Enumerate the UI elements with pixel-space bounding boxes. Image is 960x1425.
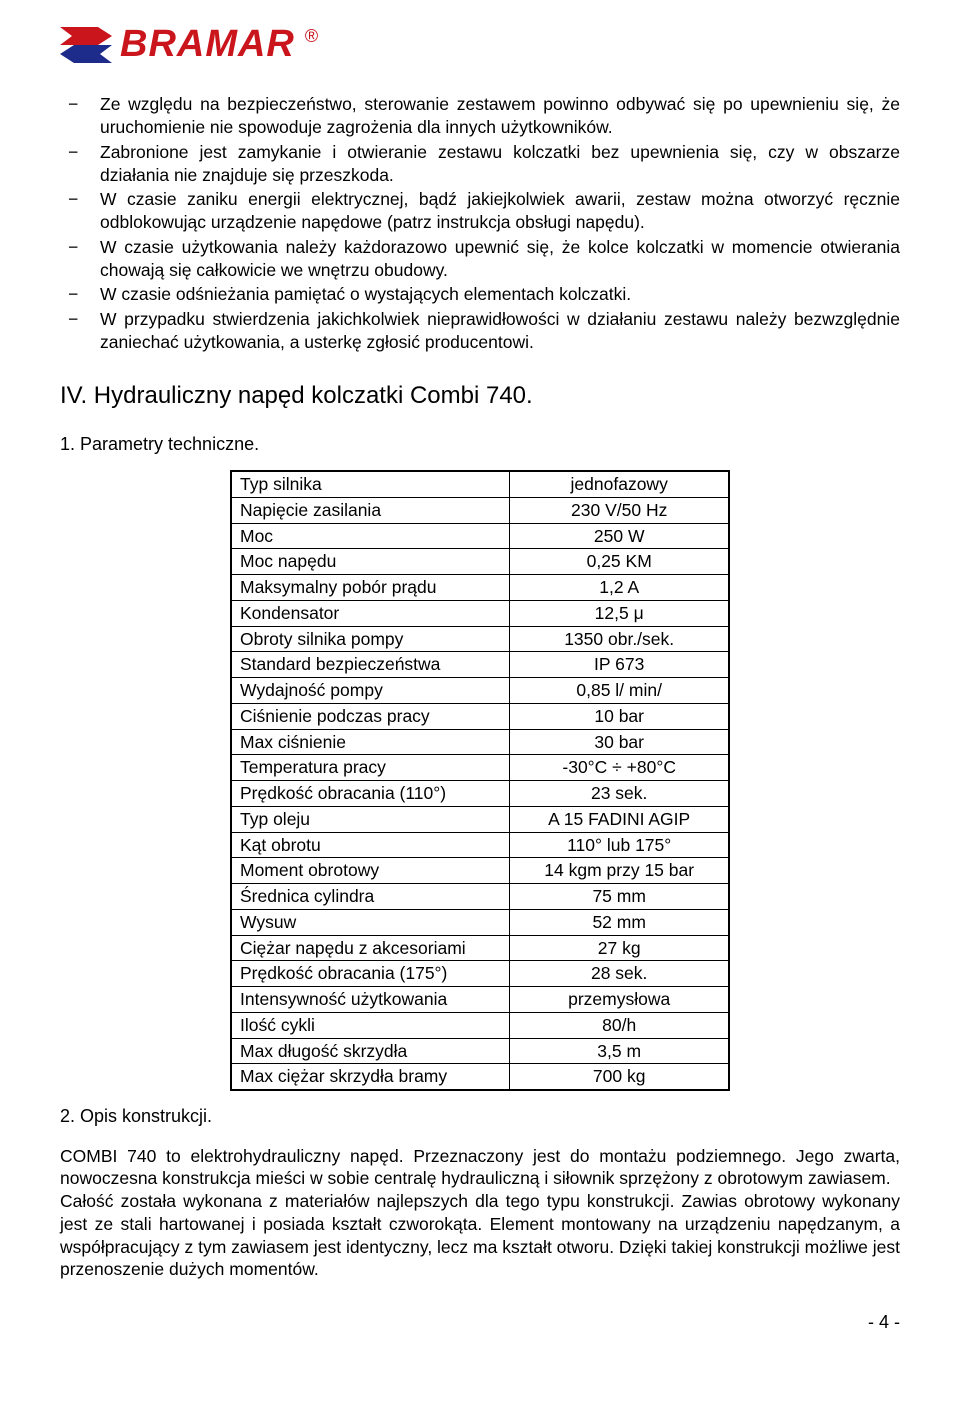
table-row: Typ olejuA 15 FADINI AGIP <box>231 806 729 832</box>
param-name: Średnica cylindra <box>231 884 510 910</box>
param-value: 230 V/50 Hz <box>510 497 729 523</box>
logo-arrows-icon <box>60 27 112 63</box>
logo-text: BRAMAR <box>120 20 295 69</box>
param-value: przemysłowa <box>510 987 729 1013</box>
table-row: Kondensator12,5 μ <box>231 600 729 626</box>
param-value: 110° lub 175° <box>510 832 729 858</box>
table-row: Kąt obrotu110° lub 175° <box>231 832 729 858</box>
param-name: Prędkość obracania (175°) <box>231 961 510 987</box>
param-value: 1350 obr./sek. <box>510 626 729 652</box>
param-name: Ilość cykli <box>231 1012 510 1038</box>
param-value: 23 sek. <box>510 781 729 807</box>
param-value: 27 kg <box>510 935 729 961</box>
list-item: W czasie odśnieżania pamiętać o wystając… <box>60 283 900 306</box>
param-value: A 15 FADINI AGIP <box>510 806 729 832</box>
list-item: Zabronione jest zamykanie i otwieranie z… <box>60 141 900 187</box>
table-row: Max ciężar skrzydła bramy700 kg <box>231 1064 729 1090</box>
param-name: Ciśnienie podczas pracy <box>231 703 510 729</box>
param-value: 75 mm <box>510 884 729 910</box>
table-row: Maksymalny pobór prądu1,2 A <box>231 575 729 601</box>
registered-icon: ® <box>305 25 318 48</box>
safety-warnings-list: Ze względu na bezpieczeństwo, sterowanie… <box>60 93 900 353</box>
param-value: -30°C ÷ +80°C <box>510 755 729 781</box>
param-value: 28 sek. <box>510 961 729 987</box>
param-name: Typ oleju <box>231 806 510 832</box>
param-name: Temperatura pracy <box>231 755 510 781</box>
param-name: Typ silnika <box>231 471 510 497</box>
param-value: 700 kg <box>510 1064 729 1090</box>
table-row: Intensywność użytkowaniaprzemysłowa <box>231 987 729 1013</box>
param-value: IP 673 <box>510 652 729 678</box>
list-item: W przypadku stwierdzenia jakichkolwiek n… <box>60 308 900 354</box>
param-value: 80/h <box>510 1012 729 1038</box>
table-row: Moc250 W <box>231 523 729 549</box>
table-row: Moment obrotowy14 kgm przy 15 bar <box>231 858 729 884</box>
param-name: Max długość skrzydła <box>231 1038 510 1064</box>
table-row: Wysuw52 mm <box>231 909 729 935</box>
param-value: 0,85 l/ min/ <box>510 678 729 704</box>
param-name: Prędkość obracania (110°) <box>231 781 510 807</box>
param-name: Intensywność użytkowania <box>231 987 510 1013</box>
param-name: Max ciężar skrzydła bramy <box>231 1064 510 1090</box>
param-value: 52 mm <box>510 909 729 935</box>
param-name: Wydajność pompy <box>231 678 510 704</box>
param-name: Maksymalny pobór prądu <box>231 575 510 601</box>
param-value: jednofazowy <box>510 471 729 497</box>
param-name: Kondensator <box>231 600 510 626</box>
table-row: Obroty silnika pompy1350 obr./sek. <box>231 626 729 652</box>
table-row: Napięcie zasilania230 V/50 Hz <box>231 497 729 523</box>
table-row: Ilość cykli80/h <box>231 1012 729 1038</box>
param-name: Kąt obrotu <box>231 832 510 858</box>
param-value: 14 kgm przy 15 bar <box>510 858 729 884</box>
param-name: Moc <box>231 523 510 549</box>
param-name: Moc napędu <box>231 549 510 575</box>
logo: BRAMAR ® <box>60 20 900 69</box>
list-item: W czasie zaniku energii elektrycznej, bą… <box>60 188 900 234</box>
table-row: Moc napędu0,25 KM <box>231 549 729 575</box>
param-name: Ciężar napędu z akcesoriami <box>231 935 510 961</box>
subsection-2-title: 2. Opis konstrukcji. <box>60 1105 900 1128</box>
table-row: Ciśnienie podczas pracy10 bar <box>231 703 729 729</box>
table-row: Średnica cylindra75 mm <box>231 884 729 910</box>
table-row: Prędkość obracania (110°)23 sek. <box>231 781 729 807</box>
subsection-1-title: 1. Parametry techniczne. <box>60 433 900 456</box>
section-title: IV. Hydrauliczny napęd kolczatki Combi 7… <box>60 380 900 411</box>
table-row: Max długość skrzydła3,5 m <box>231 1038 729 1064</box>
param-value: 10 bar <box>510 703 729 729</box>
table-row: Ciężar napędu z akcesoriami27 kg <box>231 935 729 961</box>
table-row: Typ silnikajednofazowy <box>231 471 729 497</box>
table-row: Standard bezpieczeństwaIP 673 <box>231 652 729 678</box>
table-row: Wydajność pompy0,85 l/ min/ <box>231 678 729 704</box>
list-item: W czasie użytkowania należy każdorazowo … <box>60 236 900 282</box>
param-value: 1,2 A <box>510 575 729 601</box>
param-name: Standard bezpieczeństwa <box>231 652 510 678</box>
param-name: Moment obrotowy <box>231 858 510 884</box>
param-value: 0,25 KM <box>510 549 729 575</box>
param-value: 30 bar <box>510 729 729 755</box>
param-name: Obroty silnika pompy <box>231 626 510 652</box>
construction-description: COMBI 740 to elektrohydrauliczny napęd. … <box>60 1145 900 1282</box>
param-name: Wysuw <box>231 909 510 935</box>
table-row: Temperatura pracy-30°C ÷ +80°C <box>231 755 729 781</box>
param-name: Napięcie zasilania <box>231 497 510 523</box>
param-value: 3,5 m <box>510 1038 729 1064</box>
param-value: 250 W <box>510 523 729 549</box>
list-item: Ze względu na bezpieczeństwo, sterowanie… <box>60 93 900 139</box>
table-row: Prędkość obracania (175°)28 sek. <box>231 961 729 987</box>
param-value: 12,5 μ <box>510 600 729 626</box>
page-number: - 4 - <box>60 1311 900 1334</box>
table-row: Max ciśnienie30 bar <box>231 729 729 755</box>
parameters-table: Typ silnikajednofazowyNapięcie zasilania… <box>230 470 730 1091</box>
param-name: Max ciśnienie <box>231 729 510 755</box>
